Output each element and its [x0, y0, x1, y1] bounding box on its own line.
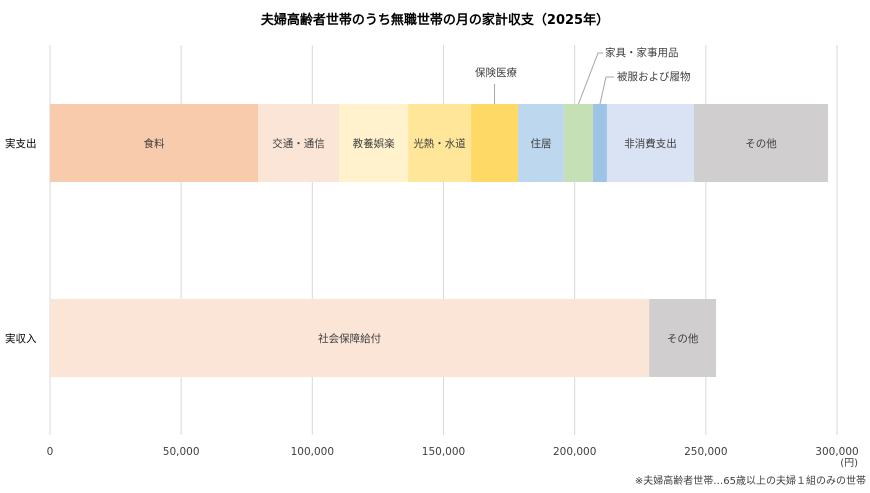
- data-label: 光熱・水道: [413, 137, 466, 150]
- bar-segment: [408, 104, 472, 182]
- leader-line: [578, 52, 603, 105]
- bar-segment: [339, 104, 409, 182]
- bar-segment: [694, 104, 829, 182]
- chart-title: 夫婦高齢者世帯のうち無職世帯の月の家計収支（2025年）: [261, 12, 609, 28]
- x-tick-label: 50,000: [163, 446, 200, 458]
- bar-segment: [258, 104, 340, 182]
- bar-segment: [50, 104, 259, 182]
- leader-line: [599, 76, 614, 105]
- x-tick-label: 200,000: [553, 446, 596, 458]
- data-label: 教養娯楽: [353, 137, 395, 150]
- category-label: 実収入: [5, 332, 37, 345]
- bar-segment: [518, 104, 564, 182]
- x-tick-label: 0: [47, 446, 54, 458]
- x-tick-label: 250,000: [684, 446, 727, 458]
- data-label: その他: [667, 332, 699, 345]
- data-label: 非消費支出: [624, 137, 677, 150]
- bar-segment: [563, 104, 594, 182]
- x-axis-ticks: 0 50,000 100,000 150,000 200,000 250,000 300,0…: [47, 446, 859, 458]
- data-label: 食料: [144, 137, 165, 150]
- footnote: ※夫婦高齢者世帯…65歳以上の夫婦１組のみの世帯: [635, 474, 866, 487]
- data-label: 交通・通信: [272, 137, 325, 150]
- callout-label: 家具・家事用品: [605, 46, 679, 59]
- x-tick-label: 100,000: [291, 446, 334, 458]
- unit-label: (円): [840, 458, 858, 469]
- data-label: 社会保障給付: [318, 332, 381, 345]
- bar-segment: [471, 104, 519, 182]
- bar-segment: [593, 104, 607, 182]
- bar-segment: [50, 299, 650, 377]
- callout-label: 被服および履物: [617, 70, 691, 83]
- bar-segment: [606, 104, 695, 182]
- x-tick-label: 300,000: [815, 446, 858, 458]
- category-label: 実支出: [5, 137, 37, 150]
- bar-segment: [649, 299, 717, 377]
- data-label: その他: [745, 137, 777, 150]
- callout-label: 保険医療: [475, 66, 517, 79]
- x-tick-label: 150,000: [422, 446, 465, 458]
- data-label: 住居: [530, 137, 551, 150]
